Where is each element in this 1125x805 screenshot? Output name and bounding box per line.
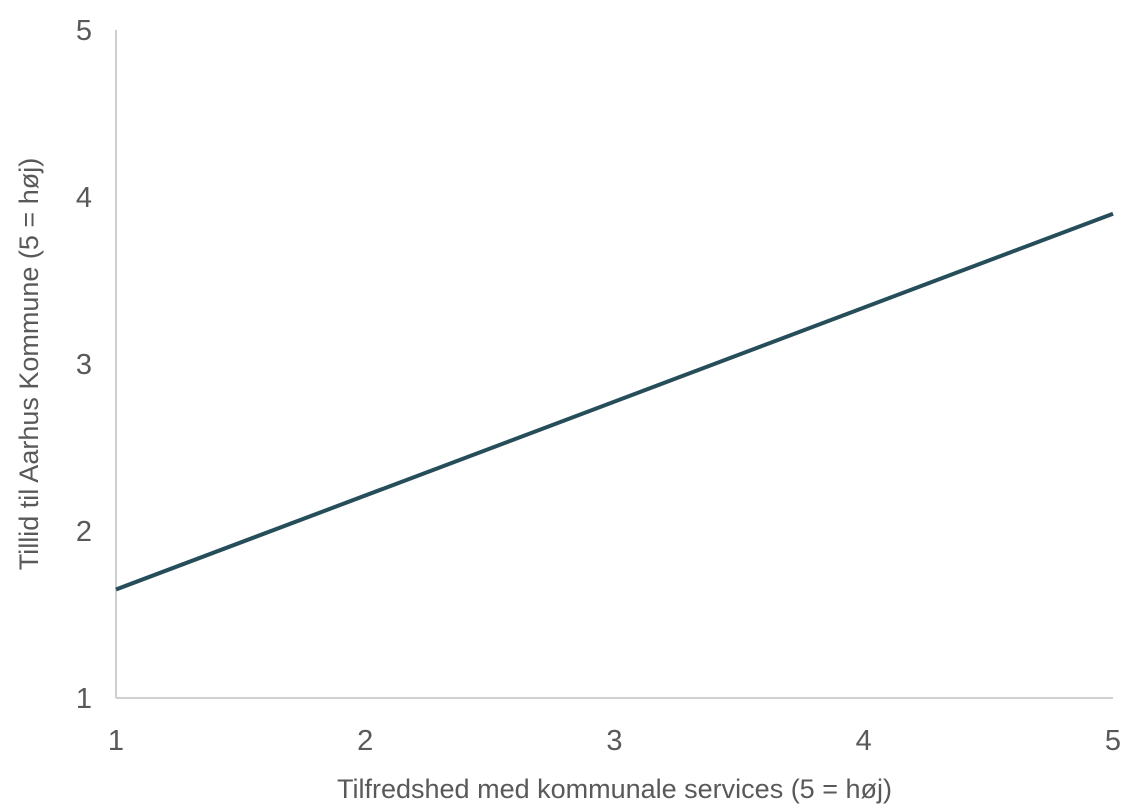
y-axis-title: Tillid til Aarhus Kommune (5 = høj) [14,158,44,570]
x-tick-label: 1 [108,725,124,757]
y-tick-label: 3 [76,349,92,381]
y-tick-label: 1 [76,683,92,715]
x-tick-label: 3 [606,725,622,757]
x-axis-title: Tilfredshed med kommunale services (5 = … [337,774,892,804]
x-tick-label: 5 [1105,725,1121,757]
y-tick-label: 5 [76,15,92,47]
y-tick-label: 2 [76,516,92,548]
x-tick-label: 4 [856,725,872,757]
tick-labels: 1 2 3 4 5 1 2 3 4 5 [76,15,1121,757]
y-tick-label: 4 [76,182,92,214]
x-tick-label: 2 [357,725,373,757]
series-line-0 [115,211,1114,592]
series-layer [115,211,1114,592]
